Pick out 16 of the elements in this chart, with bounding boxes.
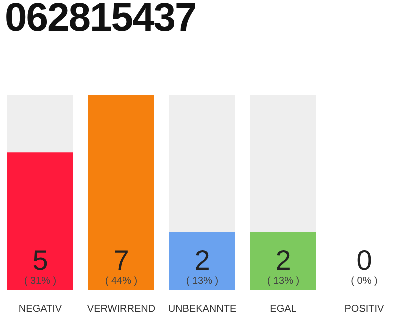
annotation: 5 (32, 245, 48, 276)
data-label: ( 31% ) (24, 276, 57, 287)
annotation: 7 (114, 245, 130, 276)
x-tick-label: POSITIV (344, 304, 385, 315)
data-label: ( 44% ) (105, 276, 138, 287)
data-label: ( 13% ) (267, 276, 300, 287)
x-tick-label: UNBEKANNTE (168, 304, 237, 315)
x-tick-label: EGAL (270, 304, 298, 315)
chart-title: 062815437 (5, 0, 196, 41)
annotation: 2 (194, 245, 210, 276)
annotation: 2 (276, 245, 292, 276)
x-tick-label: VERWIRREND (87, 304, 156, 315)
annotation: 0 (356, 245, 372, 276)
data-label: ( 0% ) (351, 276, 378, 287)
data-label: ( 13% ) (186, 276, 219, 287)
x-tick-label: NEGATIV (18, 304, 62, 315)
